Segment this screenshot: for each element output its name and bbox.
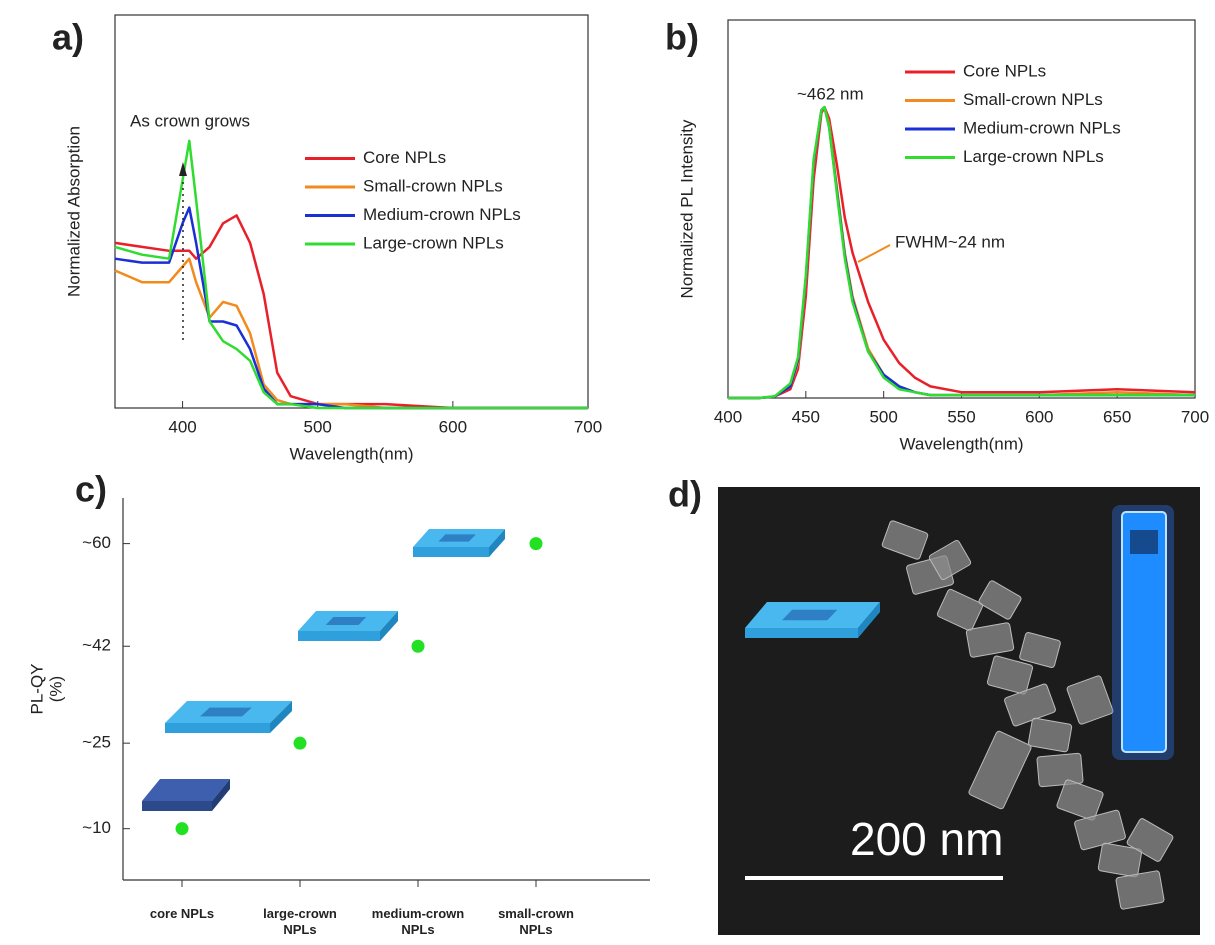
data-point — [176, 822, 189, 835]
x-axis-title: Wavelength(nm) — [289, 444, 413, 463]
y-axis-title: Normalized PL Intensity — [677, 119, 696, 298]
panel-label: c) — [75, 469, 107, 510]
y-axis-unit: (%) — [46, 676, 65, 702]
x-axis-title: Wavelength(nm) — [899, 434, 1023, 453]
x-tick-label: core NPLs — [127, 906, 237, 922]
chart: 200 nm d) 400 500 600 700 Core NPLs Small-cro… — [0, 0, 1215, 945]
panel-label: b) — [665, 17, 699, 58]
platelet-icon-front — [298, 631, 380, 641]
series-line — [115, 259, 588, 408]
plot-frame — [728, 20, 1195, 398]
x-tick-label: 400 — [714, 407, 742, 426]
data-point — [530, 537, 543, 550]
y-axis-title: Normalized Absorption — [64, 126, 83, 297]
legend-label: Core NPLs — [363, 148, 446, 167]
x-tick-label: 500 — [304, 417, 332, 436]
platelet — [1116, 870, 1165, 909]
x-tick-label: 700 — [574, 417, 602, 436]
data-point — [294, 737, 307, 750]
platelet-icon-front — [165, 723, 270, 733]
x-tick-label: 700 — [1181, 407, 1209, 426]
x-tick-label: 500 — [869, 407, 897, 426]
data-point — [412, 640, 425, 653]
legend-label: Core NPLs — [963, 61, 1046, 80]
x-tick-label: small-crown NPLs — [481, 906, 591, 938]
x-tick-label: 600 — [439, 417, 467, 436]
series-line — [728, 107, 1195, 398]
platelet-icon-front — [745, 628, 858, 638]
platelet-icon-front — [142, 801, 212, 811]
y-tick-label: ~10 — [82, 818, 111, 837]
x-tick-label: 450 — [792, 407, 820, 426]
x-tick-label: large-crown NPLs — [245, 906, 355, 938]
legend-label: Large-crown NPLs — [363, 233, 504, 252]
scale-bar-label: 200 nm — [850, 813, 1003, 865]
annotation: As crown grows — [130, 111, 250, 130]
figure: 200 nm d) 400 500 600 700 Core NPLs Small-cro… — [0, 0, 1215, 945]
panel-label: a) — [52, 17, 84, 58]
platelet — [1037, 753, 1083, 787]
legend-label: Small-crown NPLs — [363, 176, 503, 195]
y-tick-label: ~25 — [82, 733, 111, 752]
legend-label: Large-crown NPLs — [963, 147, 1104, 166]
cuvette-label — [1130, 530, 1158, 554]
annotation: FWHM~24 nm — [895, 232, 1005, 251]
x-tick-label: 600 — [1025, 407, 1053, 426]
y-tick-label: ~42 — [82, 636, 111, 655]
legend-label: Small-crown NPLs — [963, 90, 1103, 109]
decoration — [142, 487, 1200, 935]
annotation-leader — [858, 245, 890, 262]
legend-label: Medium-crown NPLs — [363, 205, 521, 224]
x-tick-label: 550 — [947, 407, 975, 426]
y-tick-label: ~60 — [82, 533, 111, 552]
x-tick-label: medium-crown NPLs — [363, 906, 473, 938]
x-tick-label: 650 — [1103, 407, 1131, 426]
y-axis-title: PL-QY — [27, 663, 46, 714]
series-line — [115, 141, 588, 408]
annotation: ~462 nm — [797, 84, 864, 103]
legend-label: Medium-crown NPLs — [963, 118, 1121, 137]
series-line — [115, 208, 588, 408]
x-tick-label: 400 — [168, 417, 196, 436]
platelet-icon-front — [413, 547, 489, 557]
panel-label: d) — [668, 474, 702, 515]
